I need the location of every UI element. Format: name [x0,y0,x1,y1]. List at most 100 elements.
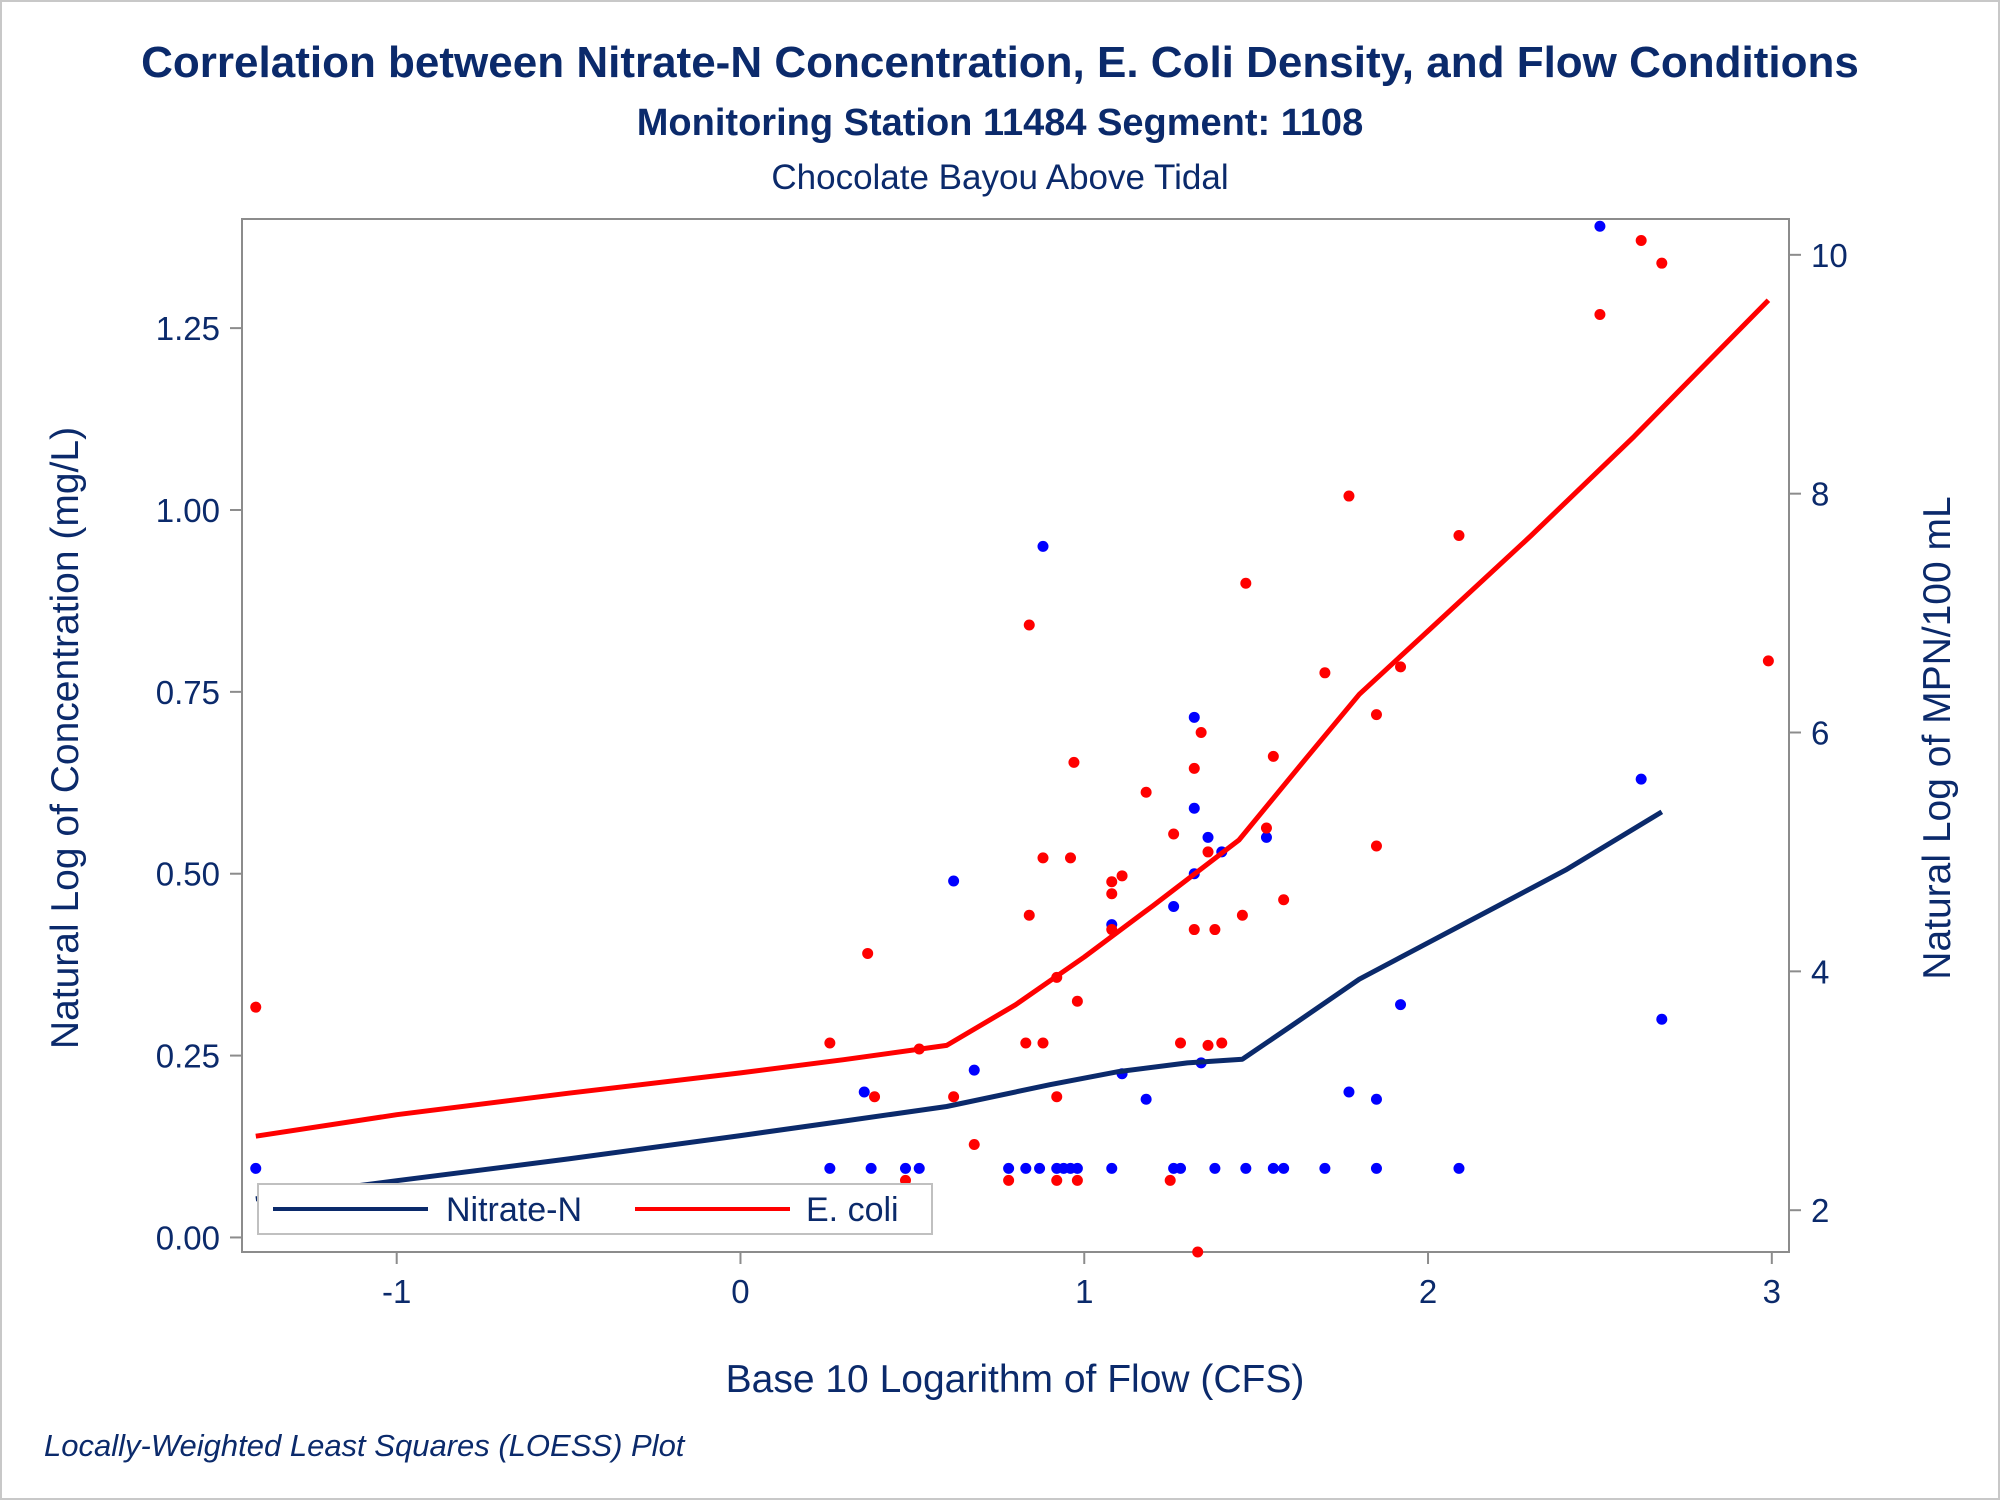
nitrate-point [1003,1162,1015,1174]
ecoli-point [1343,490,1355,502]
nitrate-point [865,1162,877,1174]
ecoli-point [1395,661,1407,673]
ecoli-point [1188,924,1200,936]
nitrate-point [858,1086,870,1098]
nitrate-point [1106,1162,1118,1174]
ecoli-point [1037,852,1049,864]
ecoli-point [1370,840,1382,852]
ecoli-point [1051,1091,1063,1103]
y-axis-right: 2 4 6 8 10 [1789,237,1848,1229]
ecoli-point [1188,762,1200,774]
ecoli-point [1240,577,1252,589]
nitrate-point [1635,773,1647,785]
x-tick-label: 0 [731,1273,749,1310]
ecoli-point [1192,1246,1204,1258]
ecoli-point [1164,1174,1176,1186]
ecoli-point [1202,1039,1214,1051]
ecoli-point [1278,894,1290,906]
ecoli-point [1762,655,1774,667]
nitrate-point [824,1162,836,1174]
ecoli-point [1195,727,1207,739]
x-axis: -1 0 1 2 3 [382,1252,1781,1310]
series-ecoli [250,234,1774,1258]
chart-subtitle: Monitoring Station 11484 Segment: 1108 [636,102,1364,144]
y2-tick-label: 6 [1811,715,1829,752]
nitrate-point [1656,1013,1668,1025]
nitrate-point [1209,1162,1221,1174]
nitrate-point [1370,1162,1382,1174]
ecoli-point [1236,909,1248,921]
series-nitrate [250,220,1668,1202]
nitrate-loess-line [255,809,1664,1202]
ecoli-point [869,1091,881,1103]
legend: Nitrate-N E. coli [257,1183,933,1235]
ecoli-point [1260,822,1272,834]
y-tick-label: 0.25 [156,1038,220,1075]
nitrate-point [899,1162,911,1174]
ecoli-point [250,1001,262,1013]
nitrate-point [1175,1162,1187,1174]
ecoli-point [1023,619,1035,631]
x-tick-label: 3 [1763,1273,1781,1310]
ecoli-point [1116,870,1128,882]
ecoli-point [1071,1174,1083,1186]
nitrate-point [1453,1162,1465,1174]
ecoli-point [1106,888,1118,900]
nitrate-point [1343,1086,1355,1098]
ecoli-point [1020,1037,1032,1049]
ecoli-point [1175,1037,1187,1049]
y-tick-label: 0.50 [156,856,220,893]
ecoli-point [1594,309,1606,321]
ecoli-point [1216,1037,1228,1049]
nitrate-point [1037,540,1049,552]
nitrate-point [1034,1162,1046,1174]
nitrate-point [1370,1093,1382,1105]
nitrate-point [1202,831,1214,843]
y2-tick-label: 10 [1811,237,1848,274]
chart-title: Correlation between Nitrate-N Concentrat… [141,38,1859,87]
ecoli-point [1106,876,1118,888]
nitrate-point [1267,1162,1279,1174]
y-tick-label: 0.75 [156,674,220,711]
nitrate-point [1188,711,1200,723]
nitrate-point [1020,1162,1032,1174]
nitrate-point [1319,1162,1331,1174]
ecoli-point [1319,667,1331,679]
y-tick-label: 0.00 [156,1219,220,1256]
ecoli-point [1635,234,1647,246]
data-marks [250,220,1774,1258]
ecoli-point [1065,852,1077,864]
nitrate-point [968,1064,980,1076]
y-axis-label: Natural Log of Concentration (mg/L) [44,427,87,1049]
nitrate-point [1260,831,1272,843]
chart-subtitle-2: Chocolate Bayou Above Tidal [771,158,1229,197]
nitrate-point [1395,999,1407,1011]
y2-tick-label: 8 [1811,476,1829,513]
ecoli-point [1656,257,1668,269]
nitrate-point [1071,1162,1083,1174]
nitrate-point [1278,1162,1290,1174]
ecoli-point [1051,1174,1063,1186]
ecoli-point [1267,750,1279,762]
footnote: Locally-Weighted Least Squares (LOESS) P… [44,1428,685,1463]
ecoli-point [1068,756,1080,768]
ecoli-point [968,1139,980,1151]
x-tick-label: 1 [1075,1273,1093,1310]
y2-axis-label: Natural Log of MPN/100 mL [1916,496,1959,979]
y2-tick-label: 4 [1811,953,1829,990]
plot-area-frame [241,218,1790,1253]
y-tick-label: 1.00 [156,492,220,529]
ecoli-point [1168,828,1180,840]
y-tick-label: 1.25 [156,310,220,347]
legend-label-nitrate: Nitrate-N [446,1191,582,1229]
x-tick-label: -1 [382,1273,411,1310]
ecoli-point [1453,529,1465,541]
ecoli-point [948,1091,960,1103]
y-axis-left: 0.00 0.25 0.50 0.75 1.00 1.25 [156,310,242,1256]
nitrate-point [250,1162,262,1174]
ecoli-loess-line [255,298,1771,1139]
ecoli-point [862,947,874,959]
nitrate-point [1594,220,1606,232]
ecoli-point [1023,909,1035,921]
ecoli-point [1202,846,1214,858]
